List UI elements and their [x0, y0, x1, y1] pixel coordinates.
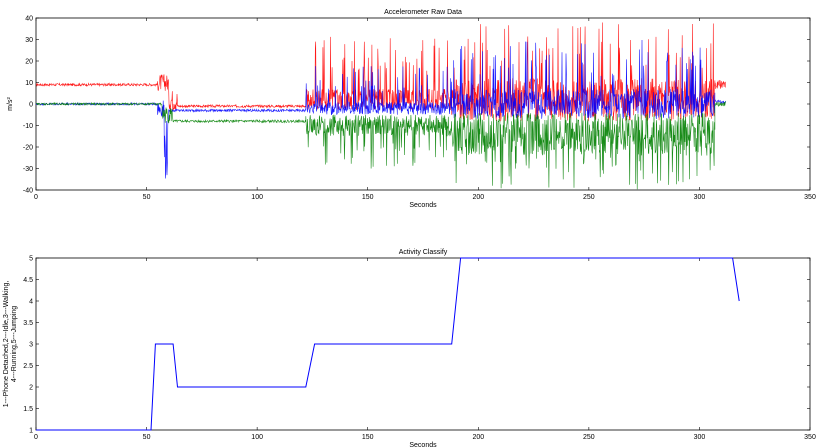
plot-0-xtick-label: 250 — [583, 194, 595, 201]
plot-1-ytick-label: 4.5 — [23, 277, 33, 284]
plot-1-series-1-line — [36, 257, 740, 431]
plot-1-ytick-label: 3.5 — [23, 320, 33, 327]
plot-0-ytick-label: 40 — [25, 16, 33, 23]
plot-0-xlabel: Seconds — [409, 202, 437, 209]
plot-0-xtick-label: 0 — [34, 194, 38, 201]
plot-0-ytick-label: -10 — [23, 123, 33, 130]
plot-1-ylabel-line-2: 4---Running,5---Jumping — [11, 306, 18, 382]
plot-0-title: Accelerometer Raw Data — [384, 9, 462, 16]
plot-1-title: Activity Classify — [399, 249, 448, 256]
plot-1-xtick-label: 350 — [804, 434, 816, 441]
plot-0-xtick-label: 300 — [694, 194, 706, 201]
plot-0-xtick-label: 50 — [143, 194, 151, 201]
plot-1-xtick-label: 200 — [472, 434, 484, 441]
plot-0-series-1-line — [36, 22, 726, 122]
plot-0-ytick-label: -40 — [23, 188, 33, 195]
plot-0-series-3-line — [35, 101, 726, 190]
plot-1-xtick-label: 100 — [251, 434, 263, 441]
plot-1-xtick-label: 300 — [694, 434, 706, 441]
plot-1-ytick-label: 5 — [29, 256, 33, 263]
plot-0-ytick-label: 0 — [29, 102, 33, 109]
plot-1-ytick-label: 4 — [29, 299, 33, 306]
plot-1-ytick-label: 1.5 — [23, 406, 33, 413]
plot-0-xtick-label: 350 — [804, 194, 816, 201]
plot-1-ytick-label: 2 — [29, 385, 33, 392]
plot-1-xtick-label: 50 — [143, 434, 151, 441]
plot-0-xtick-label: 200 — [472, 194, 484, 201]
plot-1-ylabel-line-1: 1---Phone Detached,2---Idle,3---Walking, — [3, 281, 10, 408]
plot-1-xtick-label: 150 — [362, 434, 374, 441]
plot-0-ylabel: m/s² — [7, 97, 14, 111]
plot-0-ytick-label: -30 — [23, 166, 33, 173]
plot-0-ytick-label: -20 — [23, 145, 33, 152]
plot-0-ytick-label: 20 — [25, 59, 33, 66]
plot-0-xtick-label: 100 — [251, 194, 263, 201]
plot-1-xtick-label: 0 — [34, 434, 38, 441]
plot-0-ytick-label: 10 — [25, 80, 33, 87]
plot-1-ytick-label: 2.5 — [23, 363, 33, 370]
plot-0-xtick-label: 150 — [362, 194, 374, 201]
plot-1-xlabel: Seconds — [409, 442, 437, 447]
plot-1-ytick-label: 3 — [29, 342, 33, 349]
plot-1-ytick-label: 1 — [29, 428, 33, 435]
plot-1-xtick-label: 250 — [583, 434, 595, 441]
plot-0-ytick-label: 30 — [25, 37, 33, 44]
